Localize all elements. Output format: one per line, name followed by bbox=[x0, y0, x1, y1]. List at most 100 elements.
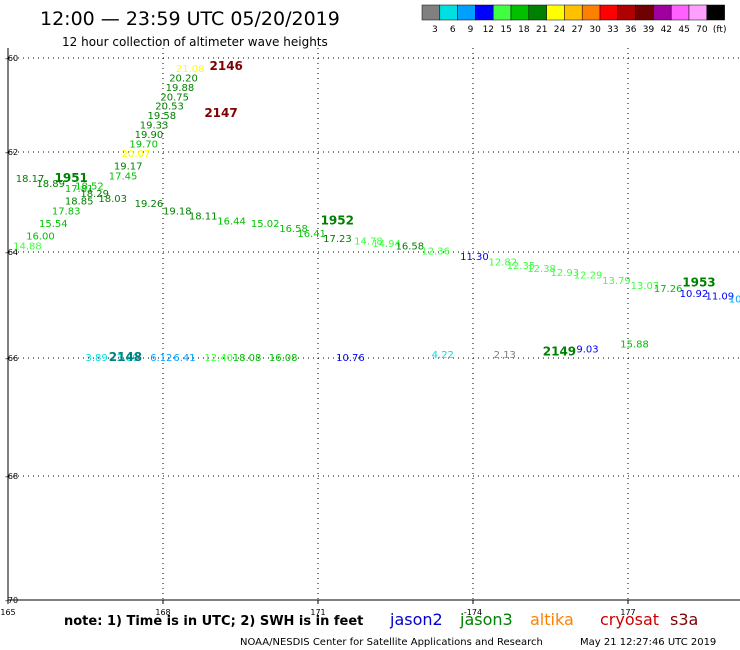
time-label: 2147 bbox=[204, 106, 237, 120]
legend-label: 30 bbox=[589, 25, 601, 35]
satellite-name: cryosat bbox=[600, 610, 659, 629]
plot-area: 165 168 171 -174 177-60-62-64-66-68-7021.082… bbox=[0, 48, 740, 617]
swh-value: 12.40 bbox=[204, 353, 233, 364]
swh-value: 19.90 bbox=[135, 130, 164, 141]
swh-value: 19.33 bbox=[140, 121, 169, 132]
swh-value: 15.54 bbox=[39, 219, 68, 230]
swh-value: 21.08 bbox=[176, 64, 205, 75]
legend-swatch bbox=[528, 4, 547, 21]
satellite-name: jason3 bbox=[459, 610, 513, 629]
legend-swatch bbox=[617, 4, 636, 21]
swh-value: 16.58 bbox=[279, 224, 308, 235]
swh-value: 16.00 bbox=[26, 232, 55, 243]
swh-value: 17.81 bbox=[65, 184, 94, 195]
legend-label: 21 bbox=[536, 25, 547, 35]
time-label: 2146 bbox=[210, 59, 243, 73]
x-tick-label: 171 bbox=[310, 608, 325, 617]
legend-label: 70 bbox=[696, 25, 708, 35]
swh-value: 18.89 bbox=[36, 179, 65, 190]
swh-value: 12.38 bbox=[527, 264, 556, 275]
legend-swatch bbox=[635, 4, 654, 21]
legend-label: 27 bbox=[572, 25, 583, 35]
swh-value: 20.20 bbox=[169, 74, 198, 85]
swh-value: 18.85 bbox=[65, 197, 94, 208]
swh-value: 12.82 bbox=[489, 257, 518, 268]
swh-value: 17.26 bbox=[654, 284, 683, 295]
legend-swatch bbox=[688, 4, 708, 21]
swh-value: 4.22 bbox=[432, 350, 454, 361]
swh-value: 19.88 bbox=[166, 83, 195, 94]
swh-value: 20.53 bbox=[155, 102, 184, 113]
swh-value: 17.23 bbox=[323, 234, 352, 245]
swh-value: 15.88 bbox=[620, 339, 649, 350]
swh-value: 12.35 bbox=[507, 261, 536, 272]
time-label: 1953 bbox=[682, 275, 715, 289]
legend-label: 18 bbox=[518, 25, 530, 35]
page-subtitle: 12 hour collection of altimeter wave hei… bbox=[62, 35, 328, 49]
legend-label: 33 bbox=[607, 25, 618, 35]
legend-label: 42 bbox=[661, 25, 672, 35]
swh-value: 20.75 bbox=[160, 92, 189, 103]
legend-swatch bbox=[510, 4, 530, 21]
legend-swatch bbox=[546, 4, 565, 21]
legend-swatch bbox=[706, 4, 725, 21]
swh-value: 17.83 bbox=[52, 207, 81, 218]
page-title: 12:00 — 23:59 UTC 05/20/2019 bbox=[40, 8, 340, 30]
footer-credit: NOAA/NESDIS Center for Satellite Applica… bbox=[240, 637, 543, 648]
footer-note: note: 1) Time is in UTC; 2) SWH is in fe… bbox=[64, 614, 363, 629]
swh-value: 10.92 bbox=[680, 289, 709, 300]
satellite-name: jason2 bbox=[389, 610, 443, 629]
time-label: 2148 bbox=[109, 350, 142, 364]
y-tick-label: -62 bbox=[5, 148, 18, 157]
swh-value: 14.78 bbox=[354, 237, 383, 248]
swh-value: 6.41 bbox=[173, 353, 195, 364]
swh-value: 19.26 bbox=[135, 199, 164, 210]
swh-value: 15.02 bbox=[251, 219, 280, 230]
legend-label: 36 bbox=[625, 25, 637, 35]
swh-value: 12.36 bbox=[421, 247, 450, 258]
swh-value: 18.11 bbox=[189, 212, 218, 223]
swh-value: 18.08 bbox=[233, 353, 262, 364]
legend-label: 9 bbox=[468, 25, 474, 35]
legend-swatch bbox=[475, 4, 494, 21]
legend-swatch bbox=[564, 4, 583, 21]
legend-label: 6 bbox=[450, 25, 456, 35]
x-tick-label: 168 bbox=[155, 608, 170, 617]
legend-label: 15 bbox=[500, 25, 511, 35]
color-legend: 3 6 9 12 15 18 21 24 27 30 33 36 39 42 45 70 (ft) bbox=[421, 4, 727, 35]
legend-swatch bbox=[439, 4, 458, 21]
legend-label: (ft) bbox=[713, 25, 727, 35]
swh-value: 6.12 bbox=[150, 353, 172, 364]
legend-label: 3 bbox=[432, 25, 438, 35]
swh-value: 3.89 bbox=[86, 353, 108, 364]
swh-value: 19.70 bbox=[129, 139, 158, 150]
swh-value: 18.17 bbox=[16, 174, 45, 185]
footer-timestamp: May 21 12:27:46 UTC 2019 bbox=[580, 637, 716, 648]
swh-value: 16.41 bbox=[297, 229, 326, 240]
legend-swatch bbox=[457, 4, 476, 21]
y-tick-label: -60 bbox=[5, 54, 18, 63]
swh-value: 12.93 bbox=[551, 268, 580, 279]
legend-swatch bbox=[581, 4, 601, 21]
swh-value: 18.03 bbox=[98, 194, 127, 205]
legend-label: 45 bbox=[678, 25, 689, 35]
swh-value: 18.52 bbox=[75, 182, 104, 193]
y-tick-label: -68 bbox=[5, 472, 18, 481]
swh-value: 11.09 bbox=[706, 292, 735, 303]
swh-value: 3.89 bbox=[117, 353, 139, 364]
swh-value: 12.29 bbox=[574, 271, 603, 282]
swh-value: 16.08 bbox=[269, 353, 298, 364]
satellite-name: altika bbox=[530, 610, 574, 629]
swh-value: 13.79 bbox=[602, 276, 631, 287]
satellite-name: s3a bbox=[670, 610, 698, 629]
swh-value: 19.18 bbox=[163, 207, 192, 218]
y-tick-label: -70 bbox=[5, 596, 18, 605]
time-label: 2149 bbox=[543, 344, 576, 358]
satellite-legend: jason2 jason3 altika cryosat s3a bbox=[389, 610, 698, 629]
legend-label: 24 bbox=[554, 25, 566, 35]
swh-value: 20.07 bbox=[122, 149, 151, 160]
swh-value: 13.07 bbox=[631, 281, 660, 292]
swh-value: 19.17 bbox=[114, 162, 143, 173]
legend-swatch bbox=[653, 4, 672, 21]
